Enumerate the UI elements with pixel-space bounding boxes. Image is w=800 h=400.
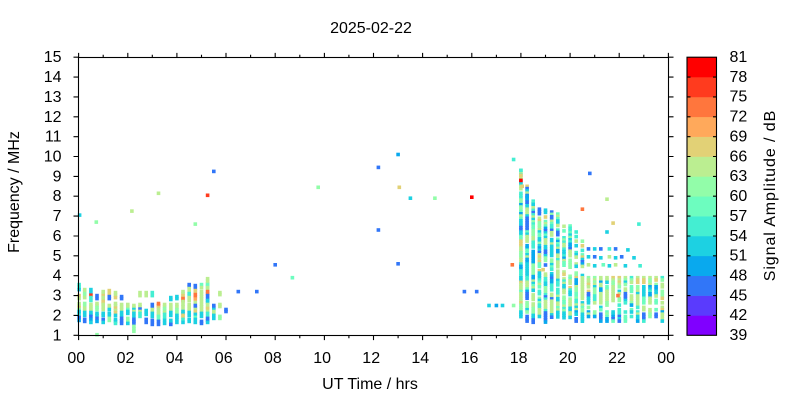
svg-text:42: 42 — [730, 307, 748, 324]
svg-text:81: 81 — [730, 49, 748, 66]
svg-text:13: 13 — [44, 89, 62, 106]
svg-text:Signal Amplitude / dB: Signal Amplitude / dB — [762, 111, 779, 282]
svg-text:5: 5 — [53, 248, 62, 265]
svg-text:57: 57 — [730, 208, 748, 225]
svg-text:16: 16 — [461, 350, 479, 367]
svg-text:14: 14 — [44, 69, 62, 86]
svg-text:12: 12 — [362, 350, 380, 367]
svg-text:8: 8 — [53, 188, 62, 205]
svg-text:04: 04 — [166, 350, 184, 367]
svg-text:3: 3 — [53, 288, 62, 305]
svg-text:UT Time / hrs: UT Time / hrs — [322, 376, 418, 393]
svg-text:10: 10 — [313, 350, 331, 367]
svg-text:14: 14 — [411, 350, 429, 367]
svg-text:15: 15 — [44, 49, 62, 66]
svg-text:10: 10 — [44, 149, 62, 166]
svg-text:51: 51 — [730, 248, 748, 265]
svg-text:00: 00 — [657, 350, 675, 367]
svg-text:66: 66 — [730, 148, 748, 165]
svg-text:1: 1 — [53, 327, 62, 344]
svg-text:7: 7 — [53, 208, 62, 225]
svg-text:18: 18 — [510, 350, 528, 367]
svg-text:4: 4 — [53, 268, 62, 285]
svg-text:12: 12 — [44, 109, 62, 126]
svg-text:Frequency / MHz: Frequency / MHz — [6, 131, 23, 253]
svg-text:60: 60 — [730, 188, 748, 205]
svg-text:78: 78 — [730, 69, 748, 86]
svg-text:54: 54 — [730, 228, 748, 245]
svg-text:9: 9 — [53, 168, 62, 185]
svg-text:45: 45 — [730, 287, 748, 304]
svg-text:02: 02 — [117, 350, 135, 367]
svg-text:2: 2 — [53, 307, 62, 324]
svg-text:75: 75 — [730, 89, 748, 106]
svg-text:08: 08 — [264, 350, 282, 367]
svg-text:72: 72 — [730, 109, 748, 126]
svg-text:11: 11 — [45, 129, 62, 146]
svg-text:6: 6 — [53, 228, 62, 245]
svg-text:48: 48 — [730, 268, 748, 285]
svg-text:06: 06 — [215, 350, 233, 367]
svg-text:20: 20 — [559, 350, 577, 367]
svg-text:39: 39 — [730, 327, 748, 344]
svg-text:2025-02-22: 2025-02-22 — [330, 20, 412, 37]
svg-text:63: 63 — [730, 168, 748, 185]
svg-text:69: 69 — [730, 129, 748, 146]
svg-text:22: 22 — [608, 350, 626, 367]
svg-text:00: 00 — [67, 350, 85, 367]
